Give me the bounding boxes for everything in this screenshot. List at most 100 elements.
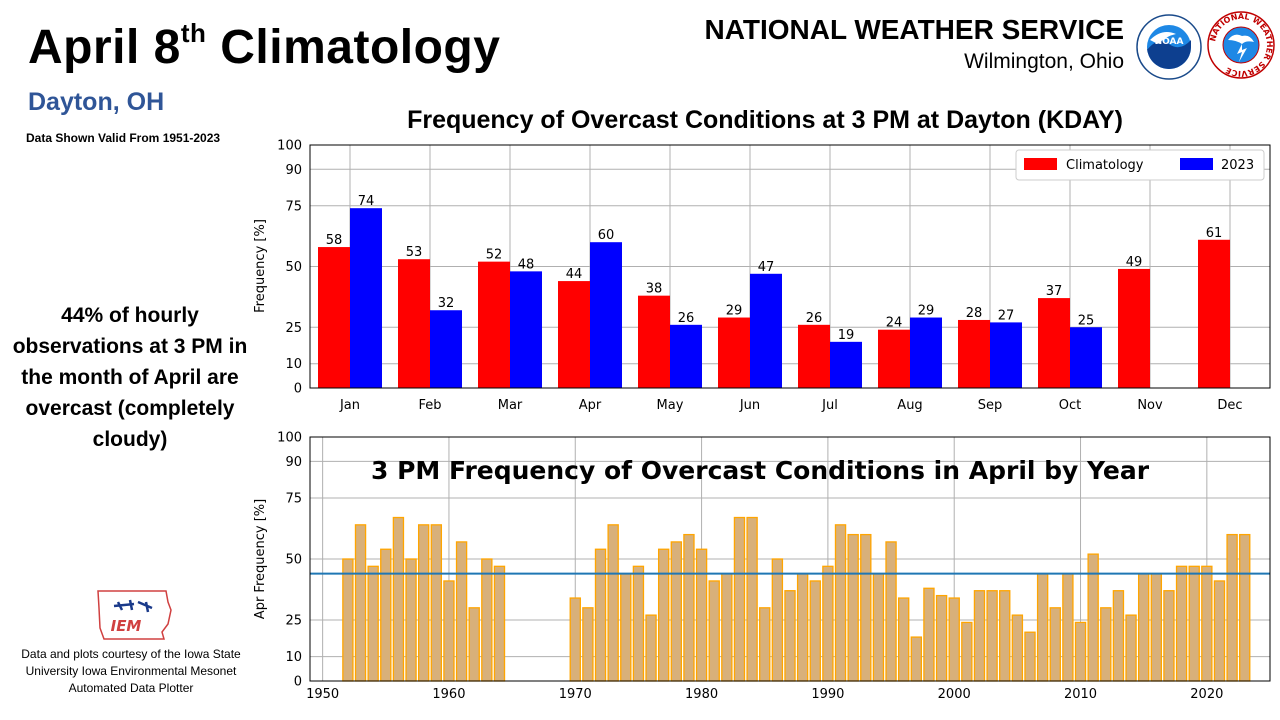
chart1-frame <box>309 144 1271 389</box>
chart1-bar <box>990 322 1022 388</box>
chart1-bar <box>590 242 622 388</box>
chart1-bar <box>430 310 462 388</box>
chart1-ytick-label: 10 <box>285 357 302 372</box>
chart1-data-label: 60 <box>598 228 615 243</box>
chart2-bar <box>746 516 758 682</box>
legend-climatology-label: Climatology <box>1066 158 1144 173</box>
legend-2023-swatch <box>1180 158 1213 170</box>
chart1-data-label: 74 <box>358 194 375 209</box>
chart2-bar <box>961 621 973 682</box>
chart2-bar <box>342 558 354 682</box>
chart1-ytick-label: 100 <box>277 139 302 154</box>
chart1-xtick-label: Jun <box>739 398 760 413</box>
chart2-bar <box>923 587 935 682</box>
chart2-bar <box>582 607 594 682</box>
chart1-data-label: 53 <box>406 245 423 260</box>
chart2-bar <box>1112 590 1125 682</box>
chart1-xtick-label: Nov <box>1137 398 1163 413</box>
chart2-frame <box>309 436 1271 682</box>
chart2-xtick-label: 1960 <box>432 687 465 702</box>
chart2-ytick-label: 10 <box>285 650 302 665</box>
chart2-xtick-label: 1950 <box>306 687 339 702</box>
chart1-xtick-label: Mar <box>498 398 523 413</box>
chart1-ytick-label: 90 <box>285 163 302 178</box>
chart2-bar <box>885 541 897 682</box>
chart2-bar <box>897 597 910 682</box>
chart2-bar <box>999 590 1011 682</box>
chart2-bar <box>1049 607 1061 682</box>
chart2-bar <box>607 524 619 682</box>
chart2-bar <box>657 548 670 682</box>
chart2-bar <box>834 524 847 682</box>
chart2-bar <box>1125 614 1137 682</box>
chart1-xtick-label: Sep <box>978 398 1003 413</box>
chart1-bar <box>1038 298 1070 388</box>
chart2-title: 3 PM Frequency of Overcast Conditions in… <box>371 456 1150 485</box>
chart2-bar <box>493 565 506 682</box>
chart1-data-label: 32 <box>438 296 455 311</box>
chart2-y-axis-label: Apr Frequency [%] <box>253 499 268 619</box>
chart2-bar <box>872 572 885 682</box>
chart1-data-label: 52 <box>486 248 503 263</box>
chart2-xtick-label: 2020 <box>1190 687 1223 702</box>
chart1-data-label: 27 <box>998 308 1015 323</box>
chart1-bar <box>750 273 782 388</box>
chart1-xtick-label: Oct <box>1059 398 1081 413</box>
chart1-xtick-label: Dec <box>1217 398 1242 413</box>
chart2-bar <box>1163 590 1175 682</box>
chart1-bar <box>398 259 430 388</box>
chart1-data-label: 24 <box>886 316 903 331</box>
chart1-xtick-label: Jul <box>821 398 838 413</box>
chart1-legend: Climatology 2023 <box>1015 149 1265 181</box>
chart2-bar <box>910 636 923 682</box>
noaa-logo-icon: NOAA <box>1136 14 1202 80</box>
chart2-bars <box>342 516 1251 682</box>
chart1-bar <box>350 208 382 388</box>
legend-2023-label: 2023 <box>1221 158 1254 173</box>
chart1-xtick-label: Feb <box>418 398 441 413</box>
chart2-bar <box>771 558 784 682</box>
chart2-bar <box>1137 572 1150 682</box>
chart1-bars <box>318 208 1230 388</box>
chart1-data-label: 26 <box>806 311 823 326</box>
chart2-bar <box>1024 631 1036 682</box>
chart2-bar <box>1100 607 1112 682</box>
chart2-bar <box>784 590 796 682</box>
chart1-data-label: 58 <box>326 233 343 248</box>
chart2-xtick-label: 2000 <box>938 687 971 702</box>
chart2-ytick-label: 25 <box>285 614 302 629</box>
chart2-bar <box>1074 621 1087 682</box>
chart1-data-label: 48 <box>518 257 535 272</box>
chart2-tick-labels: 0 10 25 50 75 90 100 1950 1960 1970 1980 1990 2000 20… <box>277 431 1223 703</box>
legend-climatology-swatch <box>1024 158 1057 170</box>
chart1-title: Frequency of Overcast Conditions at 3 PM… <box>407 106 1123 134</box>
chart2-bar <box>1036 572 1049 682</box>
chart1-data-label: 38 <box>646 282 663 297</box>
iem-logo-text: IEM <box>111 617 142 635</box>
chart2-bar <box>1226 533 1238 682</box>
chart2-bar <box>354 524 367 682</box>
chart2-ytick-label: 50 <box>285 553 302 568</box>
chart1-data-label: 29 <box>918 304 935 319</box>
iem-logo-icon: IEM <box>97 590 172 640</box>
chart2-bar <box>620 572 632 682</box>
chart2-bar <box>822 565 834 682</box>
chart2-bar <box>1062 572 1074 682</box>
chart2-bar <box>1011 614 1024 682</box>
chart2-bar <box>405 558 417 682</box>
agency-name: NATIONAL WEATHER SERVICE <box>704 14 1124 45</box>
chart1-gridlines <box>310 144 1270 389</box>
chart2-bar <box>847 533 859 682</box>
location-subtitle: Dayton, OH <box>28 88 165 116</box>
chart2-bar <box>948 597 960 682</box>
chart2-bar <box>367 565 379 682</box>
chart1-data-label: 28 <box>966 306 983 321</box>
chart2-bar <box>1087 553 1099 682</box>
chart1-data-label: 25 <box>1078 313 1095 328</box>
chart2-bar <box>569 597 581 682</box>
chart2-bar <box>683 533 695 682</box>
chart2-ytick-label: 75 <box>285 492 302 507</box>
chart2-bar <box>1150 572 1163 682</box>
chart2-gridlines <box>310 436 1270 682</box>
chart2-ytick-label: 90 <box>285 455 302 470</box>
